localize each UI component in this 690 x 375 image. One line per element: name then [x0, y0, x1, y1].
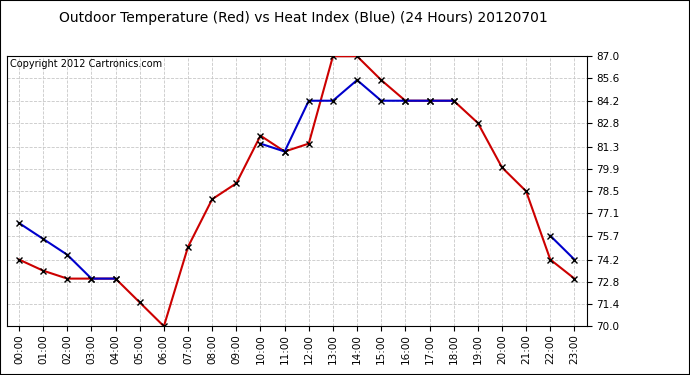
- Text: Copyright 2012 Cartronics.com: Copyright 2012 Cartronics.com: [10, 59, 162, 69]
- Text: Outdoor Temperature (Red) vs Heat Index (Blue) (24 Hours) 20120701: Outdoor Temperature (Red) vs Heat Index …: [59, 11, 548, 25]
